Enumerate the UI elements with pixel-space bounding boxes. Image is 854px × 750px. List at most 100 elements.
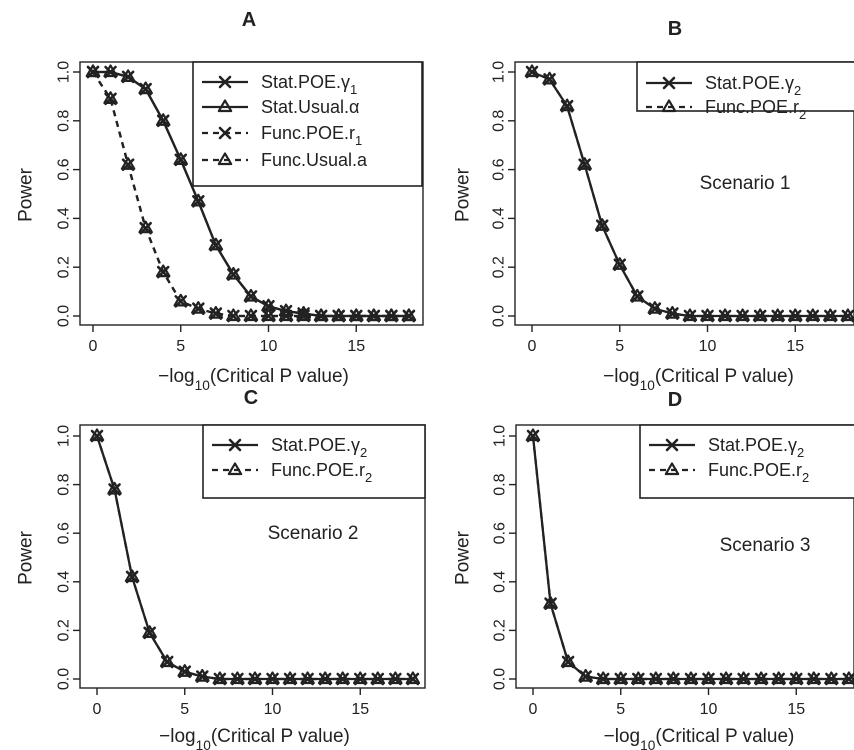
- y-tick-label: 0.0: [491, 305, 508, 327]
- data-point: [805, 308, 821, 322]
- y-axis-title: Power: [453, 167, 474, 222]
- y-tick-label: 0.8: [56, 110, 73, 132]
- data-point: [173, 152, 189, 165]
- series-line: [95, 435, 413, 681]
- data-point: [243, 308, 259, 322]
- y-tick-label: 0.8: [491, 110, 508, 132]
- data-point: [700, 308, 715, 322]
- data-point: [352, 671, 368, 685]
- data-point: [177, 664, 193, 677]
- x-tick-label: 10: [264, 701, 282, 718]
- data-point: [736, 671, 751, 685]
- data-point: [752, 308, 768, 322]
- data-point: [124, 569, 140, 583]
- y-tick-label: 0.0: [56, 668, 73, 690]
- y-tick-label: 0.4: [492, 571, 509, 593]
- data-point: [155, 264, 171, 278]
- scenario-label: Scenario 3: [720, 535, 811, 556]
- legend-marker: [664, 462, 680, 476]
- scenario-label: Scenario 1: [700, 173, 791, 194]
- data-point: [806, 671, 822, 685]
- y-tick-label: 0.6: [491, 158, 508, 180]
- x-tick-label: 15: [787, 701, 805, 718]
- y-axis-title: Power: [16, 167, 37, 222]
- x-tick-label: 5: [616, 701, 625, 718]
- y-tick-label: 0.4: [491, 207, 508, 229]
- data-point: [191, 193, 206, 207]
- chart-panel-d: D 0.0 0.2 0.4 0.6 0.8 1.0 0 5 10 15 −log10(Critical…: [453, 389, 854, 750]
- data-point: [683, 671, 699, 685]
- data-point: [208, 237, 224, 251]
- data-point: [612, 257, 628, 270]
- scenario-label: Scenario 2: [268, 523, 359, 544]
- y-tick-label: 0.2: [491, 256, 508, 278]
- data-point: [788, 671, 804, 685]
- y-tick-label: 0.0: [56, 305, 73, 327]
- data-point: [525, 428, 541, 442]
- legend: Stat.POE.γ1Stat.Usual.αFunc.POE.r1Func.U…: [192, 61, 423, 187]
- x-tick-label: 0: [89, 338, 98, 355]
- x-tick-label: 5: [615, 338, 624, 355]
- data-point: [735, 308, 750, 322]
- data-point: [613, 671, 629, 685]
- series-line: [531, 435, 849, 681]
- legend-marker: [665, 438, 679, 452]
- data-point: [212, 671, 228, 685]
- panel-letter-d: D: [668, 389, 682, 411]
- x-tick-label: 0: [528, 338, 537, 355]
- y-tick-label: 0.6: [56, 158, 73, 180]
- data-point: [296, 308, 311, 322]
- data-point: [542, 71, 557, 85]
- series-2: [524, 64, 854, 322]
- legend-marker: [227, 462, 243, 476]
- y-tick-label: 0.2: [492, 619, 509, 641]
- data-point: [388, 671, 403, 685]
- data-point: [103, 64, 118, 78]
- data-point: [771, 671, 786, 685]
- data-point: [524, 64, 540, 78]
- data-point: [261, 308, 276, 322]
- data-point: [243, 288, 259, 302]
- data-point: [331, 308, 346, 322]
- data-point: [265, 671, 280, 685]
- y-axis-title: Power: [16, 530, 37, 585]
- data-point: [317, 671, 333, 685]
- data-point: [138, 81, 153, 95]
- x-axis-title: −log10(Critical P value): [159, 726, 350, 750]
- data-point: [138, 220, 153, 234]
- data-point: [647, 301, 663, 314]
- y-tick-label: 0.2: [56, 256, 73, 278]
- y-tick-label: 0.4: [56, 207, 73, 229]
- data-point: [595, 671, 611, 685]
- data-point: [173, 293, 189, 307]
- data-point: [559, 98, 575, 112]
- data-point: [313, 308, 329, 322]
- x-axis-title: −log10(Critical P value): [604, 726, 795, 750]
- data-point: [701, 671, 716, 685]
- panel-letter-c: C: [244, 387, 258, 409]
- legend-entry-label: Func.Usual.a: [261, 150, 368, 170]
- y-tick-label: 0.8: [56, 473, 73, 495]
- series-line: [531, 70, 848, 318]
- data-point: [594, 218, 610, 231]
- legend-box: [639, 424, 854, 499]
- y-axis-title: Power: [453, 530, 474, 585]
- data-point: [282, 671, 298, 685]
- series-4: [85, 64, 417, 322]
- panel-letter-a: A: [242, 9, 256, 31]
- data-point: [787, 308, 803, 322]
- series-line: [92, 71, 409, 318]
- y-tick-label: 0.4: [56, 571, 73, 593]
- data-point: [103, 91, 118, 104]
- legend-box: [192, 61, 423, 187]
- data-point: [300, 671, 315, 685]
- data-point: [631, 671, 646, 685]
- y-tick-label: 1.0: [56, 61, 73, 83]
- data-point: [85, 64, 101, 78]
- data-point: [665, 305, 680, 319]
- chart-panel-b: B 0.0 0.2 0.4 0.6 0.8 1.0 0 5 10 15 −log10(Critical…: [453, 18, 854, 393]
- data-point: [770, 308, 785, 322]
